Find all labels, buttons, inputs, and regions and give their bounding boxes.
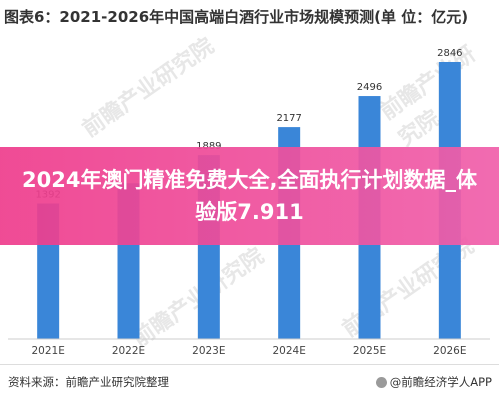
- x-tick-label-2026E: 2026E: [433, 345, 466, 357]
- x-tick-label-2023E: 2023E: [192, 345, 225, 357]
- brand-logo-icon: [375, 377, 387, 388]
- x-tick-label-2025E: 2025E: [353, 345, 386, 357]
- footer: 资料来源：前瞻产业研究院整理 @前瞻经济学人APP: [4, 374, 496, 396]
- value-label-2026E: 2846: [437, 48, 462, 59]
- value-label-2025E: 2496: [357, 82, 382, 93]
- promo-overlay-banner: 2024年澳门精准免费大全,全面执行计划数据_体验版7.911: [0, 147, 499, 245]
- brand-credit: @前瞻经济学人APP: [375, 374, 492, 390]
- footer-divider: [0, 364, 499, 365]
- chart-title: 图表6：2021-2026年中国高端白酒行业市场规模预测(单 位：亿元): [4, 8, 469, 26]
- value-label-2024E: 2177: [276, 113, 301, 124]
- source-note: 资料来源：前瞻产业研究院整理: [8, 375, 169, 389]
- x-tick-label-2022E: 2022E: [112, 345, 145, 357]
- x-tick-label-2021E: 2021E: [31, 345, 64, 357]
- promo-overlay-text: 2024年澳门精准免费大全,全面执行计划数据_体验版7.911: [22, 168, 477, 224]
- brand-credit-text: @前瞻经济学人APP: [389, 375, 492, 389]
- x-tick-label-2024E: 2024E: [272, 345, 305, 357]
- value-label-2023E: 1889: [196, 141, 221, 152]
